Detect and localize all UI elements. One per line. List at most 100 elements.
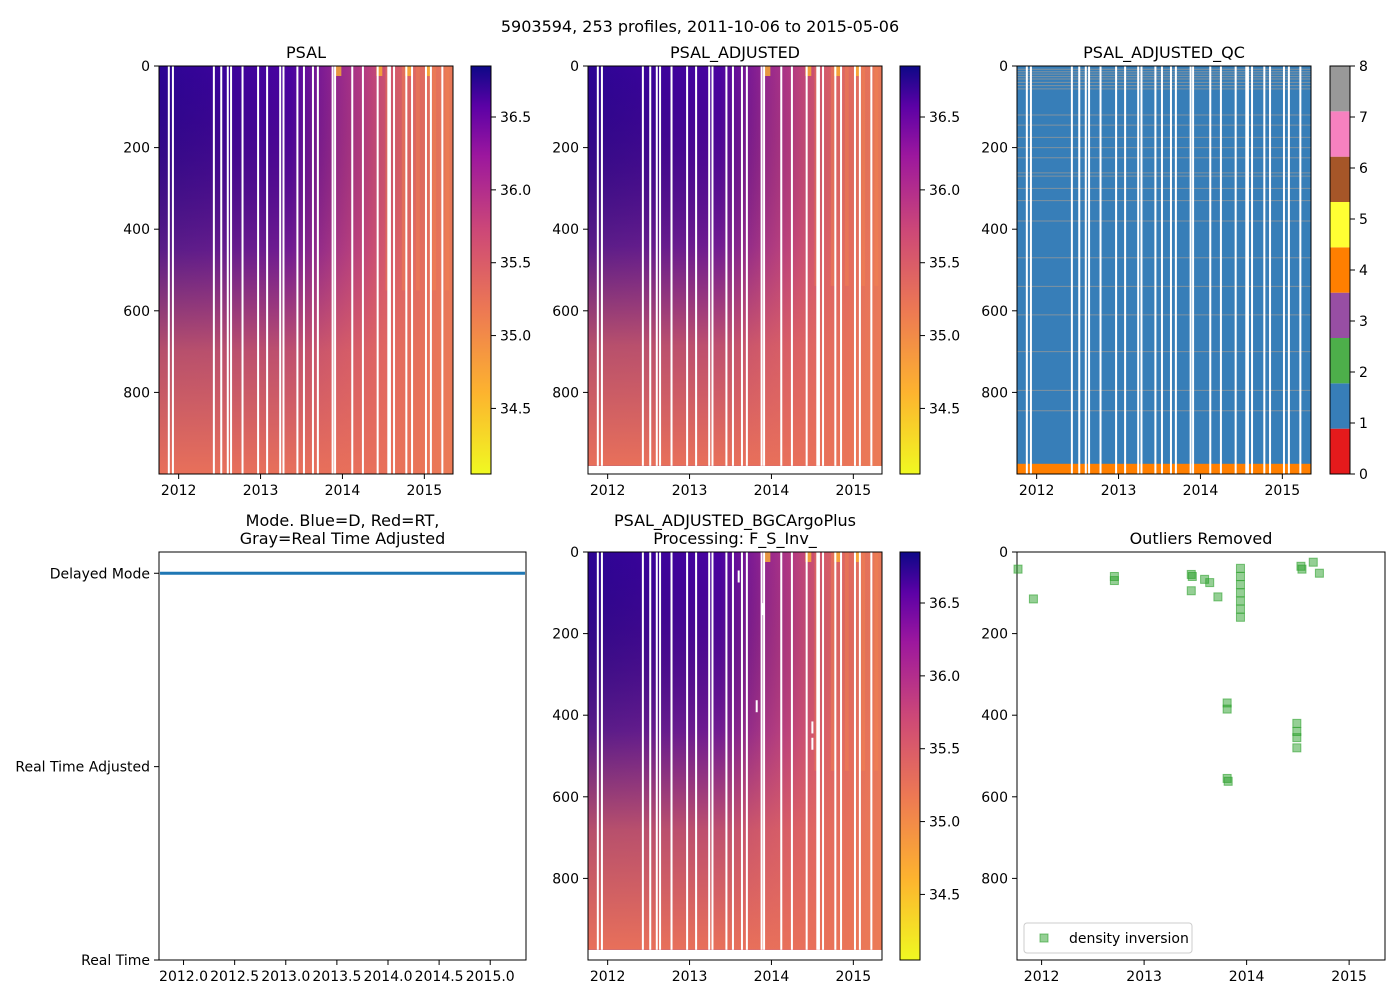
- x-tick-label: 2014: [325, 483, 361, 499]
- profile-gap: [834, 66, 837, 466]
- y-tick-label: 800: [981, 385, 1008, 401]
- heatmap-surface-fresh: [854, 66, 861, 76]
- y-tick-label: 800: [981, 871, 1008, 887]
- outlier-point: [1186, 586, 1196, 596]
- qc-colorbar-segment: [1330, 383, 1350, 429]
- qc-colorbar-segment: [1330, 338, 1350, 384]
- x-tick-label: 2014: [754, 969, 790, 985]
- heatmap-streak: [861, 552, 866, 771]
- heatmap-streak: [401, 66, 406, 291]
- outlier-point: [1205, 578, 1215, 588]
- panel-title: Outliers Removed: [1130, 529, 1273, 548]
- x-tick-label: 2012: [1019, 483, 1055, 499]
- y-tick-label: 600: [552, 304, 579, 320]
- heatmap-surface-fresh: [854, 552, 861, 562]
- outlier-point: [1314, 568, 1324, 578]
- profile-gap: [659, 552, 662, 950]
- heatmap-streak: [830, 66, 835, 286]
- y-tick-label: 600: [123, 304, 150, 320]
- removed-point-gap: [811, 721, 814, 734]
- removed-point-gap: [755, 700, 758, 713]
- y-tick-label: 800: [123, 385, 150, 401]
- profile-gap: [780, 66, 783, 466]
- colorbar-tick-label: 8: [1359, 59, 1368, 75]
- axes-frame: [587, 551, 883, 961]
- colorbar-tick-label: 5: [1359, 212, 1368, 228]
- heatmap-streak: [844, 552, 849, 771]
- heatmap-streak: [432, 66, 437, 291]
- profile-gap: [725, 66, 728, 466]
- colorbar-tick-label: 3: [1359, 314, 1368, 330]
- colorbar-tick-label: 2: [1359, 365, 1368, 381]
- heatmap-surface-fresh: [764, 66, 771, 76]
- colorbar-tick-label: 36.5: [929, 596, 960, 612]
- heatmap-fresh-shade: [588, 552, 882, 950]
- profile-gap: [1140, 66, 1143, 474]
- y-tick-label: 600: [552, 790, 579, 806]
- profile-gap: [212, 66, 215, 474]
- x-tick-label: 2014.5: [415, 969, 464, 985]
- profile-gap: [1251, 66, 1254, 474]
- colorbar-frame: [899, 551, 921, 961]
- legend-label: density inversion: [1069, 931, 1189, 947]
- axes-frame: [158, 65, 454, 475]
- axes-frame: [1016, 65, 1312, 475]
- profile-gap: [393, 66, 396, 474]
- y-tick-label: Delayed Mode: [50, 566, 150, 582]
- panel-title-line: Mode. Blue=D, Red=RT,: [246, 511, 440, 530]
- x-tick-label: 2013: [243, 483, 279, 499]
- outlier-point: [1292, 743, 1302, 753]
- profile-gap: [711, 66, 714, 466]
- y-tick-label: 800: [552, 871, 579, 887]
- x-tick-label: 2014: [1183, 483, 1219, 499]
- y-tick-label: 0: [141, 59, 150, 75]
- x-tick-label: 2012.0: [159, 969, 208, 985]
- profile-gap: [740, 552, 743, 950]
- outlier-point: [1308, 557, 1318, 567]
- outlier-point: [1235, 571, 1245, 581]
- colorbar-tick-label: 36.0: [929, 669, 960, 685]
- heatmap-surface-fresh: [404, 66, 411, 76]
- y-tick-label: 400: [552, 222, 579, 238]
- heatmap-streak: [844, 66, 849, 286]
- profile-gap: [695, 66, 698, 466]
- heatmap-streak: [874, 66, 879, 286]
- profile-gap: [760, 66, 763, 466]
- profile-gap: [1124, 66, 1127, 474]
- heatmap-surface-fresh: [833, 66, 840, 76]
- profile-gap: [241, 66, 244, 474]
- profile-gap: [858, 552, 861, 950]
- qc-colorbar-segment: [1330, 292, 1350, 338]
- colorbar-frame: [899, 65, 921, 475]
- profile-gap: [708, 552, 711, 950]
- x-tick-label: 2013: [1126, 969, 1162, 985]
- outlier-point: [1235, 596, 1245, 606]
- x-tick-label: 2015: [1331, 969, 1367, 985]
- profile-gap: [686, 552, 689, 950]
- profile-gap: [853, 66, 856, 466]
- qc-colorbar-segment: [1330, 66, 1350, 112]
- profile-gap: [1070, 66, 1073, 474]
- qc-colorbar-segment: [1330, 111, 1350, 157]
- colorbar: [900, 66, 920, 474]
- profile-gap: [817, 552, 820, 950]
- outlier-point: [1222, 704, 1232, 714]
- profile-gap: [351, 66, 354, 474]
- removed-point-gap: [811, 737, 814, 750]
- x-tick-label: 2014: [754, 483, 790, 499]
- profile-gap: [1029, 66, 1032, 474]
- profile-gap: [659, 66, 662, 466]
- heatmap-streak: [830, 552, 835, 771]
- x-tick-label: 2013.5: [312, 969, 361, 985]
- x-tick-label: 2015: [1265, 483, 1301, 499]
- y-tick-label: 400: [552, 708, 579, 724]
- profile-gap: [266, 66, 269, 474]
- profile-gap: [316, 66, 319, 474]
- profile-gap: [790, 66, 793, 466]
- profile-gap: [1160, 66, 1163, 474]
- x-tick-label: 2015: [836, 483, 872, 499]
- y-tick-label: 0: [999, 545, 1008, 561]
- profile-gap: [853, 552, 856, 950]
- outlier-point: [1235, 612, 1245, 622]
- profile-gap: [388, 66, 391, 474]
